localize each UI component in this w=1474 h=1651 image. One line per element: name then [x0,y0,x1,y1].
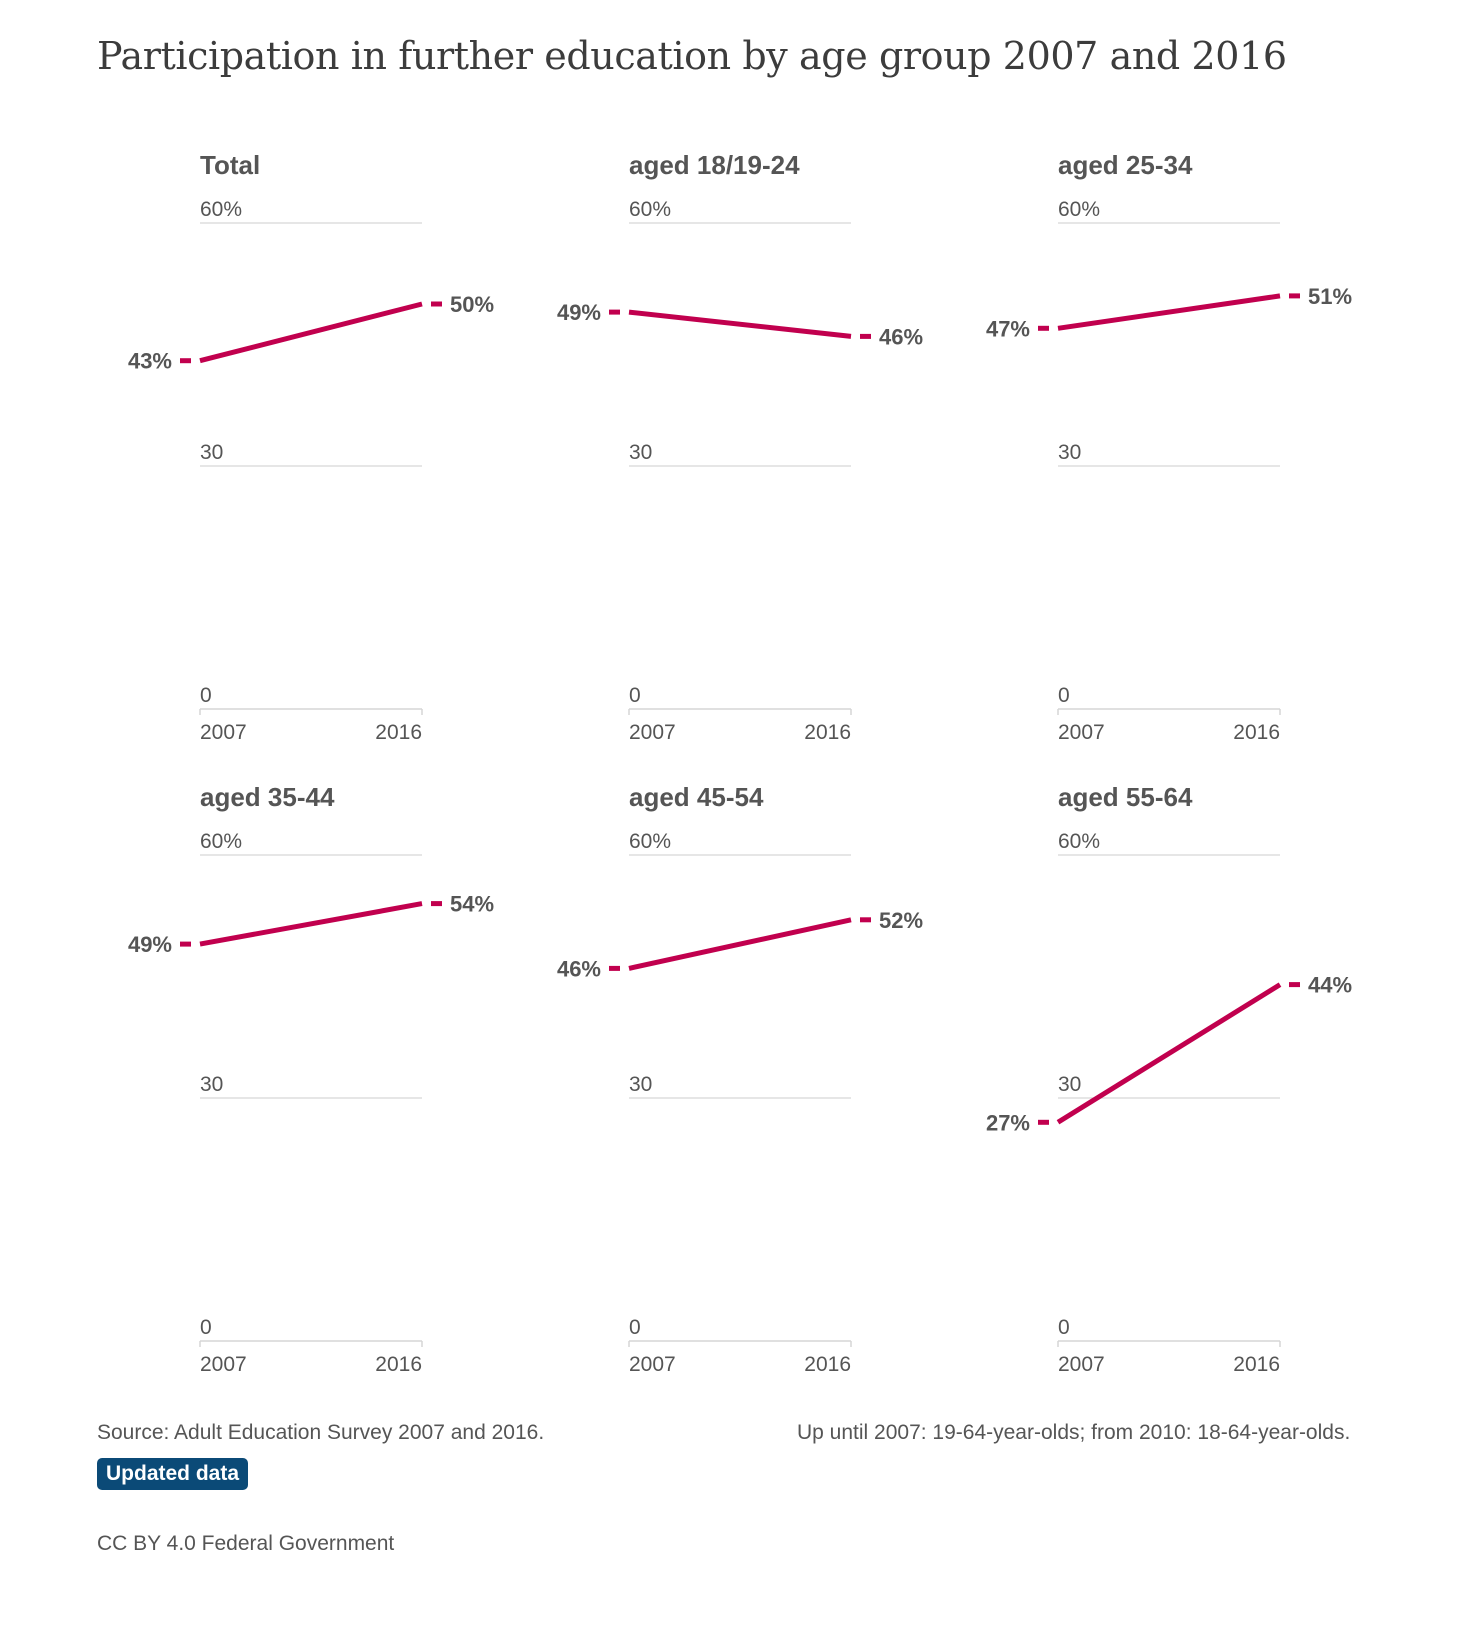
y-tick-label: 30 [1058,1073,1081,1096]
y-tick-label: 60% [200,198,242,221]
series-line [1056,982,1282,1125]
x-tick-label: 2016 [1233,721,1280,744]
data-label-2007: 43% [128,349,172,374]
x-tick-label: 2016 [375,1353,422,1376]
y-tick-label: 60% [1058,198,1100,221]
data-label-2007: 27% [986,1110,1030,1135]
data-label-2016: 46% [879,324,923,349]
y-tick-label: 30 [200,1073,223,1096]
series-line [199,301,423,364]
y-tick-label: 60% [1058,830,1100,853]
y-tick-label: 0 [1058,1316,1070,1339]
y-tick-label: 0 [200,684,212,707]
data-label-2007: 49% [128,932,172,957]
panel-title: aged 25-34 [1058,150,1193,180]
data-label-2016: 54% [450,892,494,917]
x-tick-label: 2007 [1058,721,1105,744]
x-tick-label: 2016 [375,721,422,744]
y-tick-label: 60% [629,198,671,221]
data-label-2007: 47% [986,316,1030,341]
y-tick-label: 0 [629,1316,641,1339]
panel-title: aged 35-44 [200,782,335,812]
series-line [199,901,423,947]
source-note: Source: Adult Education Survey 2007 and … [97,1421,545,1444]
y-tick-label: 0 [200,1316,212,1339]
license-note: CC BY 4.0 Federal Government [97,1532,395,1555]
x-tick-label: 2007 [200,1353,247,1376]
y-tick-label: 60% [629,830,671,853]
panel-title: Total [200,150,260,180]
x-tick-label: 2016 [804,1353,851,1376]
series-line [628,917,852,971]
y-tick-label: 0 [1058,684,1070,707]
panel-title: aged 18/19-24 [629,150,800,180]
population-note: Up until 2007: 19-64-year-olds; from 201… [797,1421,1351,1444]
data-label-2016: 50% [450,292,494,317]
x-tick-label: 2007 [629,721,676,744]
chart-title: Participation in further education by ag… [97,34,1287,78]
y-tick-label: 30 [1058,441,1081,464]
updated-data-badge[interactable]: Updated data [97,1458,249,1490]
y-tick-label: 30 [629,1073,652,1096]
data-label-2007: 46% [557,956,601,981]
panel-title: aged 45-54 [629,782,764,812]
y-tick-label: 30 [200,441,223,464]
series-line [1057,293,1281,331]
y-tick-label: 0 [629,684,641,707]
y-tick-label: 60% [200,830,242,853]
x-tick-label: 2007 [1058,1353,1105,1376]
x-tick-label: 2016 [804,721,851,744]
x-tick-label: 2007 [629,1353,676,1376]
series-line [628,309,852,339]
data-label-2016: 51% [1308,284,1352,309]
data-label-2007: 49% [557,300,601,325]
x-tick-label: 2016 [1233,1353,1280,1376]
data-label-2016: 44% [1308,973,1352,998]
y-tick-label: 30 [629,441,652,464]
data-label-2016: 52% [879,908,923,933]
x-tick-label: 2007 [200,721,247,744]
panel-title: aged 55-64 [1058,782,1193,812]
